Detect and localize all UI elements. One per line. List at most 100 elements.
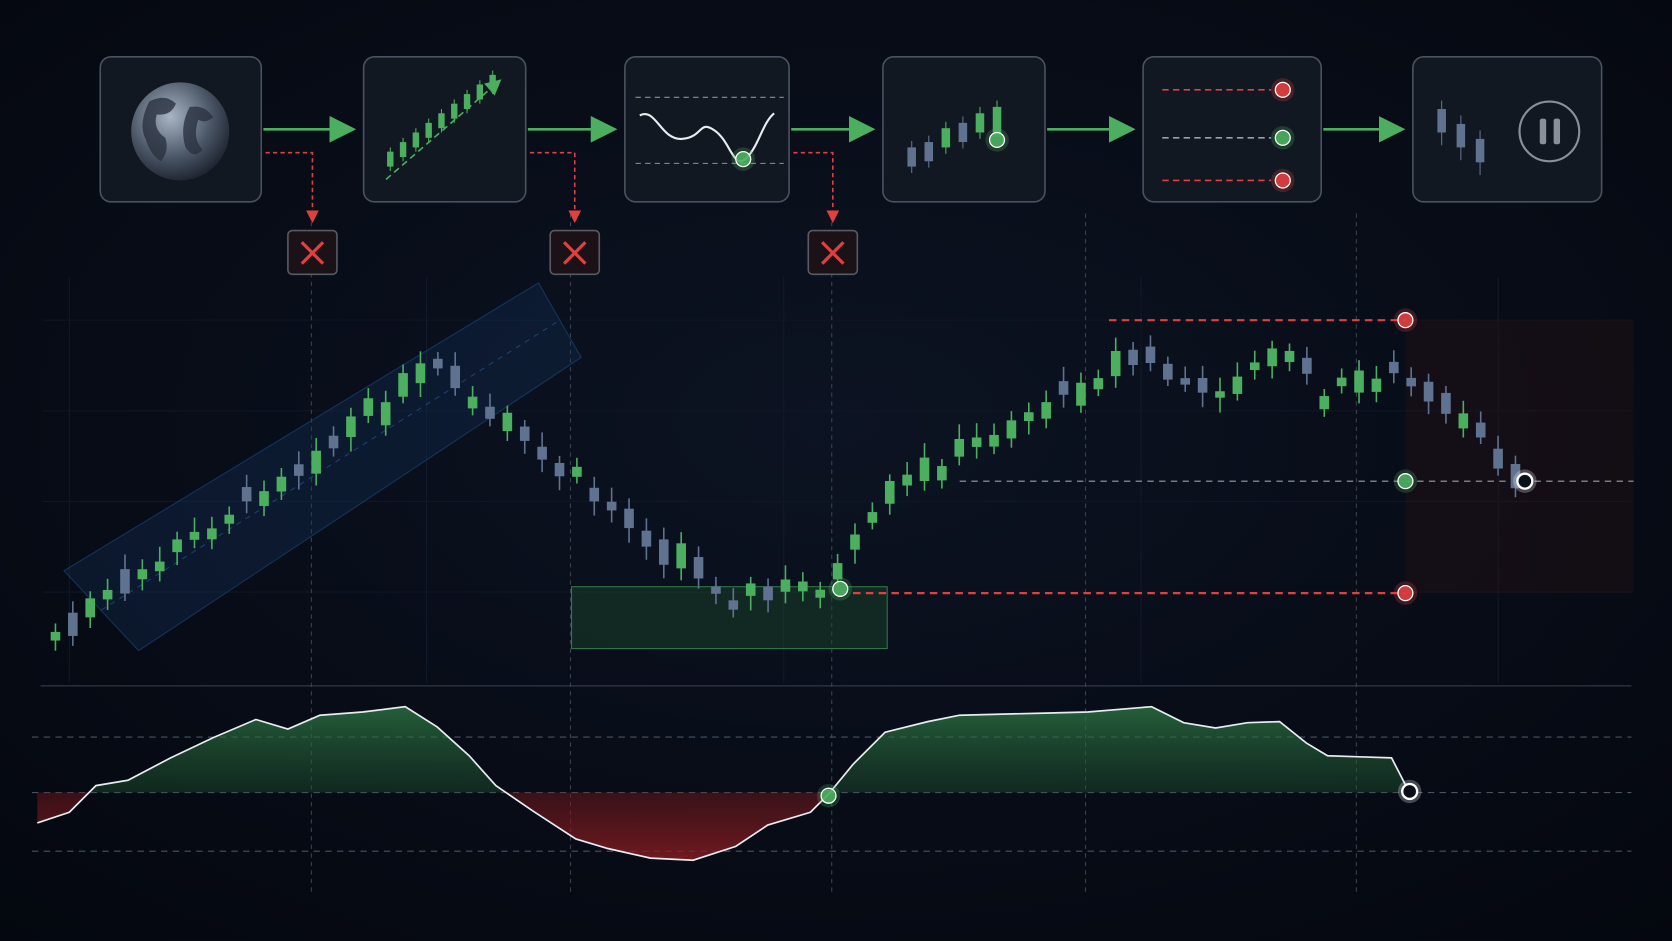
candle-body (537, 446, 547, 460)
candle-body (102, 589, 113, 600)
candle-body (50, 631, 61, 641)
candle-body (1458, 413, 1469, 429)
mini-candle (958, 122, 968, 143)
candle-body (1475, 422, 1486, 438)
candle-body (1093, 378, 1104, 390)
entry-dot (832, 580, 849, 597)
pipeline-panel (624, 55, 790, 203)
mini-candle (1475, 138, 1485, 163)
reject-arrow (529, 151, 582, 224)
mini-wave (639, 112, 775, 163)
candle-body (902, 474, 912, 486)
mini-candle (907, 147, 916, 167)
globe-land (142, 97, 214, 162)
candle-body (380, 402, 391, 426)
candle-body (606, 501, 617, 511)
candle-body (415, 363, 426, 384)
mini-candle (1456, 123, 1466, 148)
candle-body (676, 543, 686, 569)
candle-body (1076, 382, 1086, 406)
candle-body (1441, 392, 1451, 414)
osc-fill-neg (37, 792, 1410, 861)
candle-body (1388, 361, 1399, 374)
candle-body (693, 557, 704, 579)
candle-body (1197, 377, 1208, 393)
candle-body (433, 358, 443, 369)
candle-body (259, 491, 269, 506)
candle-body (884, 480, 895, 504)
candle-body (120, 569, 130, 594)
candle-body (467, 396, 478, 409)
candle-body (1336, 377, 1347, 387)
candle-body (572, 466, 582, 477)
mini-candle (992, 106, 1002, 137)
mini-trend (385, 79, 502, 180)
candle-body (1319, 396, 1330, 410)
mini-candle (924, 142, 934, 162)
reject-x (300, 241, 325, 265)
content (31, 55, 1634, 896)
candle-body (589, 487, 600, 502)
reject-arrow (265, 151, 319, 224)
candle-body (293, 464, 304, 476)
candle-body (937, 466, 947, 481)
candle-body (1215, 391, 1225, 398)
exit-dot (1516, 472, 1534, 490)
candle-body (363, 398, 374, 416)
mini-candle (975, 113, 985, 133)
mini-candle (941, 128, 951, 148)
mini-dot (735, 151, 752, 168)
exit-dot (1401, 782, 1419, 801)
candle-body (815, 589, 826, 598)
pause-bar (1553, 118, 1561, 145)
candle-body (519, 426, 530, 441)
candle-body (1163, 363, 1173, 380)
candle-body (850, 534, 860, 550)
candle-body (1423, 381, 1434, 402)
candle-body (328, 435, 339, 449)
pause-bar (1539, 118, 1547, 145)
candle-body (658, 539, 669, 565)
candle-body (728, 600, 739, 610)
candle-body (1023, 412, 1034, 422)
candle-body (971, 437, 982, 447)
mini-dot (1274, 129, 1291, 146)
candle-body (1493, 448, 1503, 469)
candle-body (745, 583, 756, 596)
stop-dot (1397, 312, 1414, 329)
candle-body (346, 416, 356, 437)
candle-body (554, 462, 565, 477)
candle-body (398, 373, 408, 397)
candle-body (763, 586, 773, 601)
candle-body (207, 528, 217, 540)
candle-body (1249, 362, 1260, 371)
candle-body (1128, 349, 1138, 366)
candle-body (154, 561, 165, 572)
target-dot (1397, 473, 1414, 490)
candle-body (189, 531, 200, 540)
reject-arrow (793, 151, 840, 224)
risk-region (1405, 320, 1634, 594)
candle-body (1510, 463, 1521, 489)
candle-body (137, 569, 148, 580)
mini-dot (1274, 172, 1291, 189)
candle-body (1006, 420, 1017, 439)
candle-body (502, 412, 513, 432)
candle-body (276, 476, 287, 492)
reject-x (821, 241, 845, 265)
candle-body (1354, 370, 1364, 393)
candle-body (1267, 348, 1277, 367)
candle-body (1180, 378, 1191, 385)
candle-body (450, 365, 461, 389)
cross-dot (820, 787, 837, 804)
candle-body (832, 563, 843, 580)
candle-body (1058, 381, 1069, 395)
candle-body (1145, 346, 1156, 364)
candle-body (624, 508, 634, 529)
candle-body (798, 581, 808, 592)
candle-body (85, 598, 96, 618)
candle-body (68, 612, 78, 636)
candle-body (224, 514, 235, 524)
